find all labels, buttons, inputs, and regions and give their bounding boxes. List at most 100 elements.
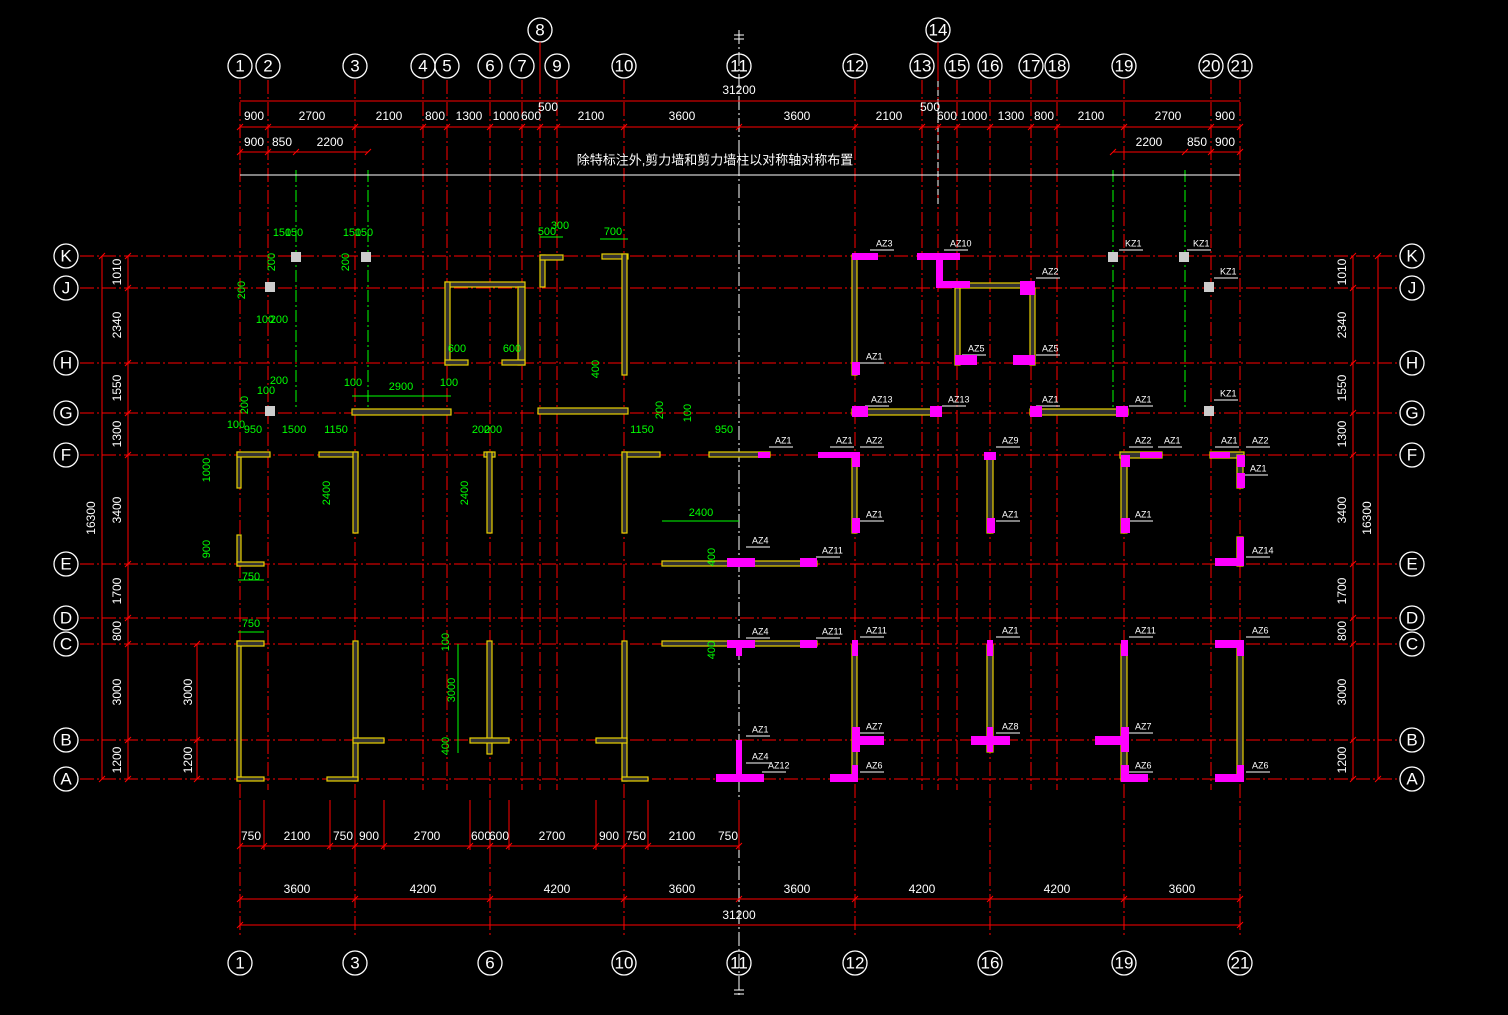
label: 1300 xyxy=(998,109,1025,123)
label: AZ1 xyxy=(1250,463,1267,473)
column xyxy=(1237,640,1244,656)
label: 950 xyxy=(244,424,262,436)
label: 750 xyxy=(718,829,738,843)
label: AZ1 xyxy=(775,435,792,445)
line xyxy=(124,640,132,648)
wall xyxy=(851,644,858,782)
label: 950 xyxy=(715,424,733,436)
column xyxy=(758,452,770,458)
line xyxy=(1120,895,1128,903)
line xyxy=(1109,148,1117,156)
line xyxy=(98,252,106,260)
label: 9 xyxy=(552,56,561,75)
axis-bubble xyxy=(53,631,79,657)
column xyxy=(727,558,755,567)
label: 6 xyxy=(485,56,494,75)
label: AZ8 xyxy=(1002,721,1019,731)
axis-bubble xyxy=(509,53,535,79)
line xyxy=(351,123,359,131)
label: 3 xyxy=(350,953,359,972)
axis-bubble xyxy=(977,53,1003,79)
label: AZ1 xyxy=(866,509,883,519)
label: 1500 xyxy=(282,424,306,436)
wall xyxy=(621,776,649,782)
line xyxy=(620,895,628,903)
label: AZ1 xyxy=(1002,625,1019,635)
label: 21 xyxy=(1231,56,1250,75)
column xyxy=(1215,774,1244,782)
wall xyxy=(601,253,629,260)
frame-column xyxy=(265,282,275,292)
column xyxy=(830,774,858,782)
label: AZ9 xyxy=(1002,435,1019,445)
label: B xyxy=(1406,730,1417,749)
label: 200 xyxy=(236,281,248,299)
label: 31200 xyxy=(722,908,756,922)
wall xyxy=(954,287,961,366)
label: KZ1 xyxy=(1193,238,1210,248)
label: AZ6 xyxy=(1252,760,1269,770)
label: 600 xyxy=(937,109,957,123)
label: 500 xyxy=(920,100,940,114)
label: 4200 xyxy=(410,882,437,896)
wall xyxy=(621,253,628,376)
label: 15 xyxy=(948,56,967,75)
label: 16300 xyxy=(1360,501,1374,535)
line xyxy=(124,451,132,459)
label: 8 xyxy=(535,20,544,39)
axis-bubble xyxy=(611,53,637,79)
line xyxy=(1349,451,1357,459)
label: AZ1 xyxy=(866,351,883,361)
label: 11 xyxy=(730,56,748,75)
line xyxy=(466,842,474,850)
label: 2100 xyxy=(876,109,903,123)
axis-bubble xyxy=(53,766,79,792)
line xyxy=(1236,921,1244,929)
label: 1000 xyxy=(201,458,213,482)
label: AZ3 xyxy=(876,238,893,248)
column xyxy=(1210,452,1230,458)
label: 200 xyxy=(270,375,288,387)
label: 400 xyxy=(706,548,718,566)
column xyxy=(1020,281,1035,295)
label: 850 xyxy=(1187,135,1207,149)
axis-bubble xyxy=(53,727,79,753)
label: 100 xyxy=(682,404,694,422)
label: D xyxy=(60,608,72,627)
label: C xyxy=(60,634,72,653)
line xyxy=(1349,614,1357,622)
label: E xyxy=(1406,554,1417,573)
wall xyxy=(959,282,1031,289)
axis-bubble xyxy=(544,53,570,79)
line xyxy=(934,123,942,131)
label: 800 xyxy=(1034,109,1054,123)
column xyxy=(1215,558,1244,566)
label: AZ2 xyxy=(1042,266,1059,276)
label: 800 xyxy=(425,109,445,123)
label: C xyxy=(1406,634,1418,653)
axis-bubble xyxy=(53,243,79,269)
axis-bubble xyxy=(53,400,79,426)
label: 2400 xyxy=(321,481,333,505)
line xyxy=(735,123,743,131)
label: AZ1 xyxy=(836,435,853,445)
label: AZ14 xyxy=(1252,545,1274,555)
label: 1 xyxy=(235,953,244,972)
label: 900 xyxy=(1215,109,1235,123)
axis-bubble xyxy=(342,950,368,976)
label: 2340 xyxy=(1335,311,1349,338)
label: AZ1 xyxy=(1164,435,1181,445)
wall xyxy=(621,451,628,534)
label: E xyxy=(60,554,71,573)
column xyxy=(1237,455,1245,467)
label: 10 xyxy=(615,56,634,75)
label: 600 xyxy=(471,829,491,843)
column xyxy=(800,640,817,648)
line xyxy=(1374,252,1382,260)
column xyxy=(930,406,942,417)
label: G xyxy=(1405,403,1418,422)
label: AZ1 xyxy=(1002,509,1019,519)
line xyxy=(486,895,494,903)
column xyxy=(852,406,868,417)
label: 12 xyxy=(846,56,865,75)
